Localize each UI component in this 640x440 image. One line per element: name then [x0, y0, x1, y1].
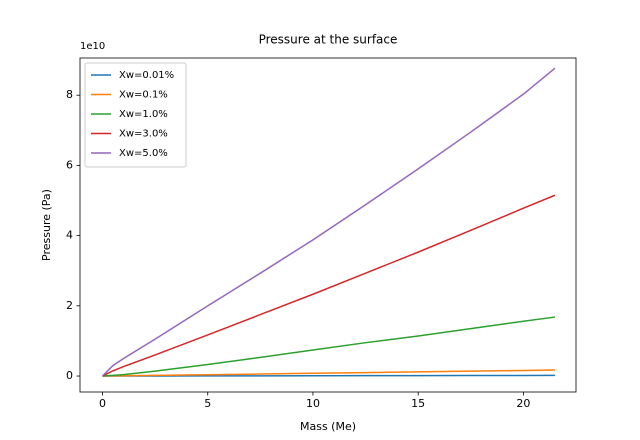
y-tick-label: 0	[66, 369, 73, 382]
x-tick-label: 20	[516, 397, 530, 410]
y-axis-label: Pressure (Pa)	[40, 189, 53, 261]
y-tick-label: 4	[66, 229, 73, 242]
data-line	[102, 369, 555, 377]
legend-label: Xw=0.01%	[119, 70, 174, 81]
legend-label: Xw=0.1%	[119, 90, 168, 101]
legend: Xw=0.01% Xw=0.1% Xw=1.0% Xw=3.0% Xw=5.0%	[84, 62, 187, 168]
data-line	[102, 316, 556, 377]
data-line	[102, 194, 556, 377]
y-tick-label: 2	[66, 299, 73, 312]
y-tick-label: 6	[66, 158, 73, 171]
x-tick-label: 10	[306, 397, 320, 410]
x-tick-label: 15	[411, 397, 425, 410]
y-offset-label: 1e10	[80, 41, 105, 52]
x-tick-label: 0	[99, 397, 106, 410]
x-tick-label: 5	[204, 397, 211, 410]
legend-label: Xw=3.0%	[119, 129, 168, 140]
legend-label: Xw=5.0%	[119, 148, 168, 159]
y-tick-label: 8	[66, 88, 73, 101]
chart-title: Pressure at the surface	[259, 33, 398, 47]
x-axis-label: Mass (Me)	[300, 420, 356, 433]
plot-frame	[79, 57, 577, 393]
legend-label: Xw=1.0%	[119, 109, 168, 120]
legend-box	[84, 62, 187, 168]
data-line	[101, 67, 556, 377]
